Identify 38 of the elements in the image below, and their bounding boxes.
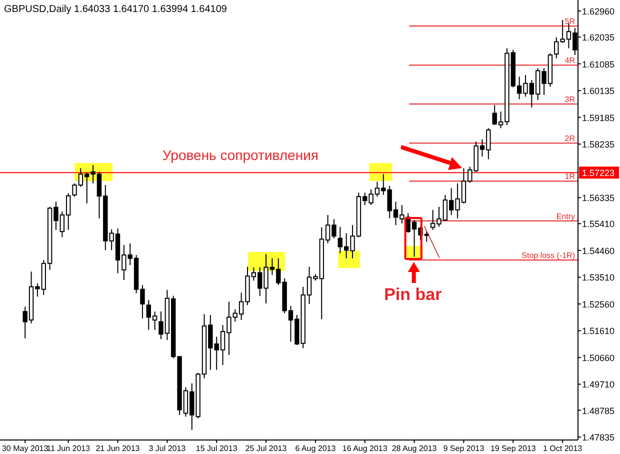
x-tick-label: 6 Aug 2013 [295,444,336,453]
x-tick-label: 25 Jul 2013 [245,444,288,453]
ref-line-label: Entry [556,212,575,221]
x-tick-label: 21 Jun 2013 [96,444,140,453]
y-tick-label: 1.50660 [582,352,615,363]
y-tick-label: 1.58235 [582,140,615,150]
x-tick-label: 11 Jun 2013 [46,444,91,453]
y-tick-label: 1.56335 [582,193,615,204]
ref-line-label: 1R [564,172,576,182]
x-tick-label: 28 Aug 2013 [392,444,438,453]
y-tick-label: 1.61085 [582,59,615,70]
annotation: Pin bar [384,285,442,304]
y-tick-label: 1.48785 [582,406,615,416]
ref-line-label: 3R [564,94,576,104]
y-tick-label: 1.51610 [582,326,615,336]
y-tick-label: 1.47835 [582,432,615,443]
ref-line-label: Stop loss (-1R) [522,251,576,260]
x-tick-label: 16 Aug 2013 [342,444,388,453]
x-tick-label: 9 Sep 2013 [443,444,485,453]
y-tick-label: 1.62960 [582,6,615,17]
ref-line-label: 5R [564,16,576,26]
y-tick-label: 1.52560 [582,299,615,310]
x-tick-label: 15 Jul 2013 [196,444,238,453]
y-tick-label: 1.60135 [582,86,615,96]
x-tick-label: 3 Jul 2013 [148,444,186,453]
y-tick-label: 1.54460 [582,246,615,256]
y-tick-label: 1.49710 [582,380,615,390]
chart-title: GBPUSD,Daily 1.64033 1.64170 1.63994 1.64109 [4,4,228,15]
ref-line-label: 2R [564,134,576,144]
annotation: Уровень сопротивления [162,147,318,163]
x-tick-label: 1 Oct 2013 [542,444,583,453]
y-tick-label: 1.59185 [582,112,615,123]
ref-line-label: 1.57223 [582,168,615,178]
x-tick-label: 19 Sep 2013 [490,444,536,453]
ref-line-label: 4R [564,56,576,66]
y-tick-label: 1.53510 [582,272,615,283]
y-tick-label: 1.55410 [582,219,615,230]
y-tick-label: 1.62035 [582,32,615,43]
